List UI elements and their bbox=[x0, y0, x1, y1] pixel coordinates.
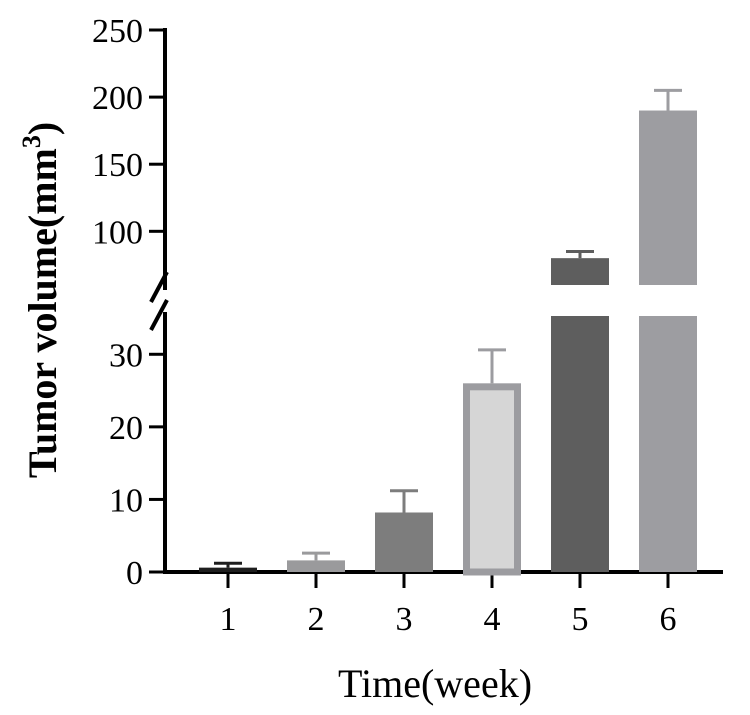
bar bbox=[375, 512, 433, 572]
y-tick-label: 10 bbox=[109, 482, 143, 519]
y-tick-label: 30 bbox=[109, 337, 143, 374]
x-tick-label: 3 bbox=[396, 601, 413, 638]
y-tick-label: 150 bbox=[92, 147, 143, 184]
axis-break-mark bbox=[149, 299, 169, 331]
axes bbox=[149, 28, 723, 588]
bar bbox=[551, 258, 609, 285]
y-tick-label: 20 bbox=[109, 410, 143, 447]
x-tick-label: 4 bbox=[484, 601, 501, 638]
bar bbox=[287, 560, 345, 572]
x-tick-label: 1 bbox=[220, 601, 237, 638]
y-axis-title-main: Tumor volume(mm bbox=[20, 148, 65, 478]
x-axis-title: Time(week) bbox=[338, 661, 532, 706]
bar bbox=[199, 567, 257, 572]
bar bbox=[639, 110, 697, 286]
bar bbox=[551, 316, 609, 572]
y-axis-title-sup: 3 bbox=[17, 135, 46, 148]
y-axis-title-close: ) bbox=[20, 122, 65, 135]
bars bbox=[199, 110, 697, 576]
y-tick-label: 250 bbox=[92, 13, 143, 50]
y-tick-label: 0 bbox=[126, 555, 143, 592]
tick-labels: 0 10 20 30 100 150 200 250 1 2 3 4 5 6 bbox=[92, 13, 677, 638]
x-tick-label: 5 bbox=[572, 601, 589, 638]
y-tick-label: 100 bbox=[92, 214, 143, 251]
y-axis-title: Tumor volume(mm3) bbox=[17, 122, 65, 478]
bar bbox=[639, 316, 697, 572]
bar bbox=[463, 383, 521, 576]
x-tick-label: 6 bbox=[660, 601, 677, 638]
error-bars bbox=[214, 88, 682, 568]
y-tick-label: 200 bbox=[92, 80, 143, 117]
axis-break-mark bbox=[149, 271, 169, 303]
x-tick-label: 2 bbox=[308, 601, 325, 638]
